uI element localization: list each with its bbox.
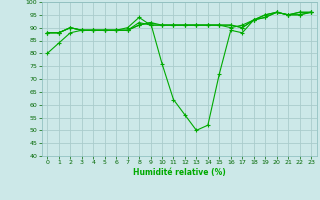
X-axis label: Humidité relative (%): Humidité relative (%) [133,168,226,177]
